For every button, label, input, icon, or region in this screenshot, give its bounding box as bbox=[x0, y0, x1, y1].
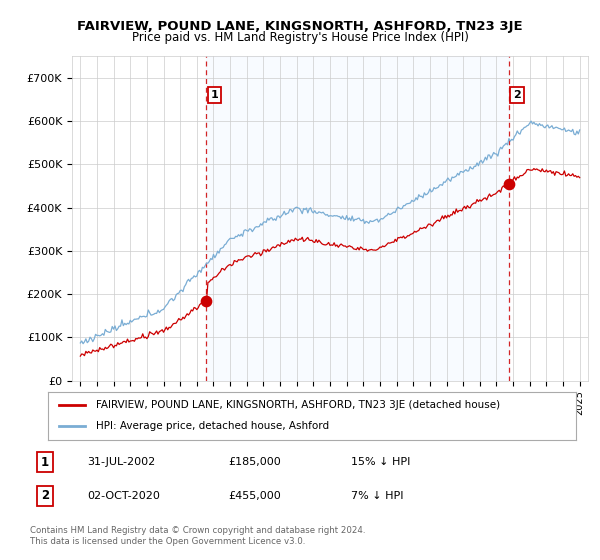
Text: FAIRVIEW, POUND LANE, KINGSNORTH, ASHFORD, TN23 3JE (detached house): FAIRVIEW, POUND LANE, KINGSNORTH, ASHFOR… bbox=[95, 400, 500, 410]
Text: This data is licensed under the Open Government Licence v3.0.: This data is licensed under the Open Gov… bbox=[30, 538, 305, 547]
Text: 7% ↓ HPI: 7% ↓ HPI bbox=[351, 491, 404, 501]
Bar bbox=[206, 56, 509, 381]
Text: £455,000: £455,000 bbox=[228, 491, 281, 501]
Text: 31-JUL-2002: 31-JUL-2002 bbox=[87, 457, 155, 467]
Text: 2: 2 bbox=[513, 90, 521, 100]
Text: 15% ↓ HPI: 15% ↓ HPI bbox=[351, 457, 410, 467]
Point bbox=[504, 179, 514, 188]
Text: Price paid vs. HM Land Registry's House Price Index (HPI): Price paid vs. HM Land Registry's House … bbox=[131, 31, 469, 44]
Text: Contains HM Land Registry data © Crown copyright and database right 2024.: Contains HM Land Registry data © Crown c… bbox=[30, 526, 365, 535]
Point bbox=[202, 296, 211, 305]
Text: 02-OCT-2020: 02-OCT-2020 bbox=[87, 491, 160, 501]
Text: 2: 2 bbox=[41, 489, 49, 502]
Text: 1: 1 bbox=[41, 455, 49, 469]
Text: £185,000: £185,000 bbox=[228, 457, 281, 467]
Text: 1: 1 bbox=[211, 90, 218, 100]
Text: FAIRVIEW, POUND LANE, KINGSNORTH, ASHFORD, TN23 3JE: FAIRVIEW, POUND LANE, KINGSNORTH, ASHFOR… bbox=[77, 20, 523, 32]
Text: HPI: Average price, detached house, Ashford: HPI: Average price, detached house, Ashf… bbox=[95, 421, 329, 431]
